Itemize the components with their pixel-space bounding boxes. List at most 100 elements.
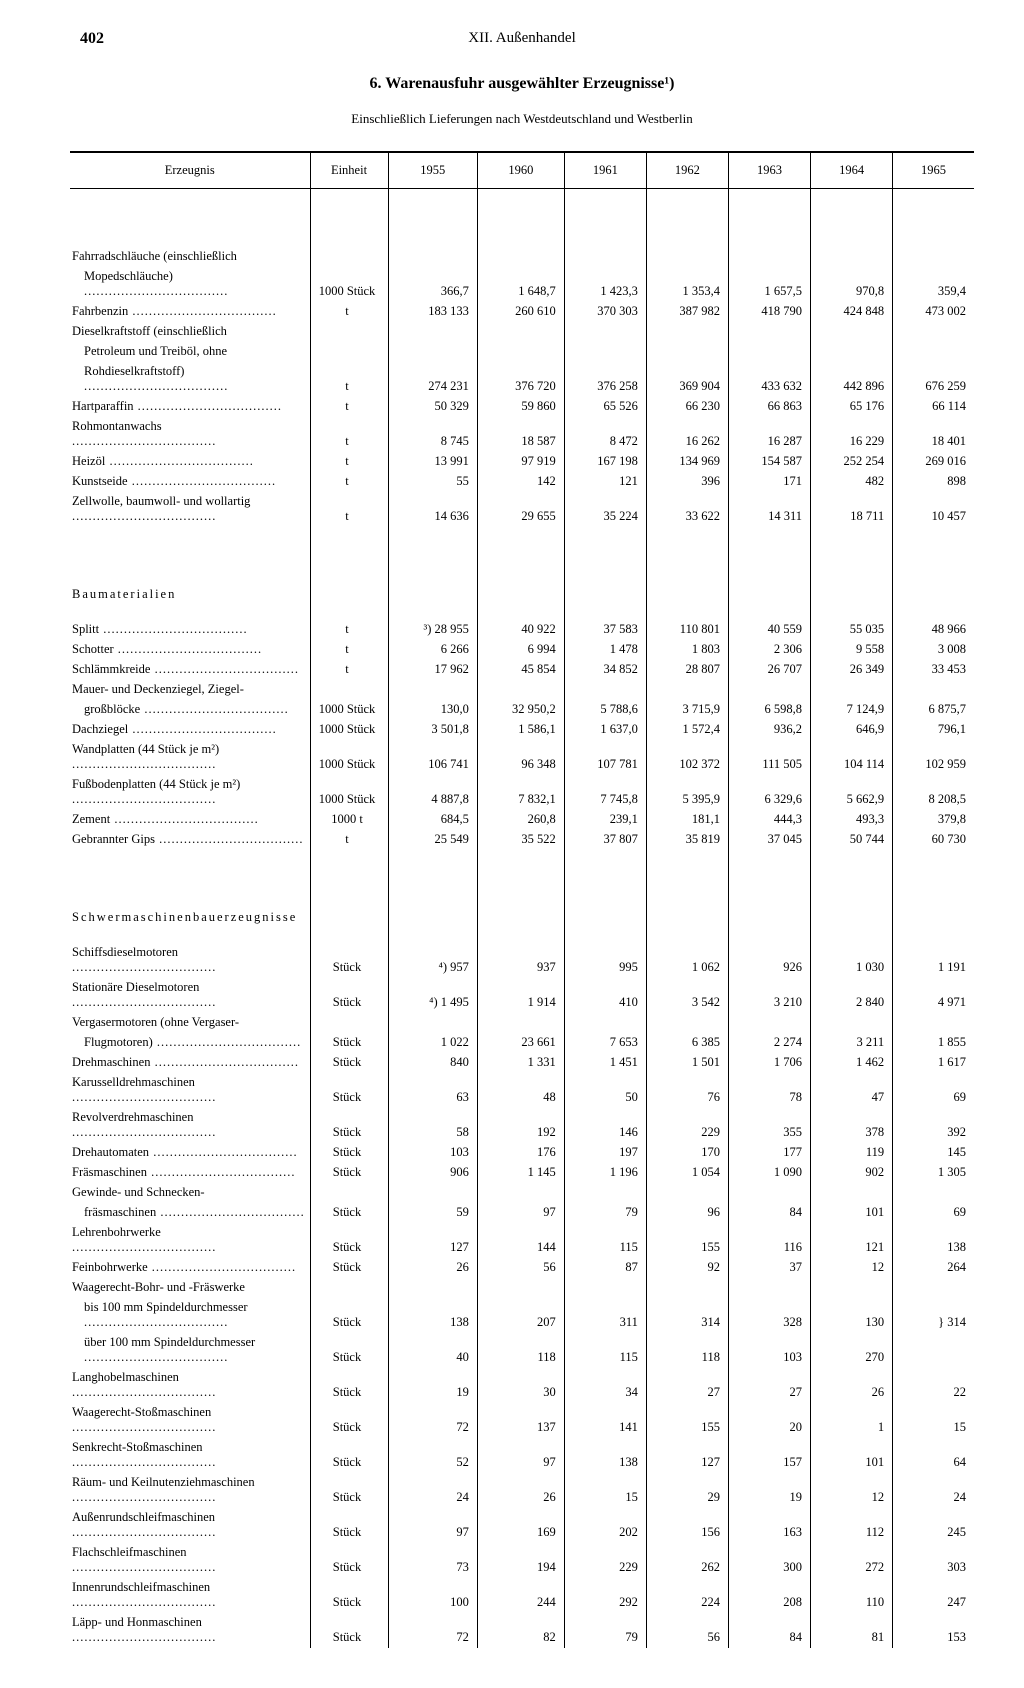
cell-value: 5 788,6 — [564, 700, 646, 720]
cell-empty — [893, 527, 974, 620]
table-row: LehrenbohrwerkeStück12714411515511612113… — [70, 1223, 974, 1258]
table-row: Schlämmkreidet17 96245 85434 85228 80726… — [70, 660, 974, 680]
cell-value: 177 — [728, 1143, 810, 1163]
cell-value: 392 — [893, 1108, 974, 1143]
cell-value: 274 231 — [388, 362, 477, 397]
table-row: Baumaterialien — [70, 527, 974, 620]
cell-value: 194 — [477, 1543, 564, 1578]
cell-unit: Stück — [310, 1508, 388, 1543]
cell-value — [477, 1183, 564, 1203]
cell-label: Petroleum und Treiböl, ohne — [70, 342, 310, 362]
cell-value: 229 — [564, 1543, 646, 1578]
cell-label: Lehrenbohrwerke — [70, 1223, 310, 1258]
cell-value — [811, 1183, 893, 1203]
cell-label: Mopedschläuche) — [70, 267, 310, 302]
cell-value: 6 329,6 — [728, 775, 810, 810]
cell-value: 118 — [646, 1333, 728, 1368]
cell-value: 493,3 — [811, 810, 893, 830]
cell-unit: Stück — [310, 1143, 388, 1163]
cell-label: Schiffsdieselmotoren — [70, 943, 310, 978]
cell-value: ⁴) 957 — [388, 943, 477, 978]
cell-value: 292 — [564, 1578, 646, 1613]
cell-label: Langhobelmaschinen — [70, 1368, 310, 1403]
cell-value: 154 587 — [728, 452, 810, 472]
cell-value: 1 305 — [893, 1163, 974, 1183]
cell-value: 444,3 — [728, 810, 810, 830]
cell-value: 183 133 — [388, 302, 477, 322]
cell-value: 121 — [564, 472, 646, 492]
table-row: InnenrundschleifmaschinenStück1002442922… — [70, 1578, 974, 1613]
cell-value: 3 211 — [811, 1033, 893, 1053]
cell-value: 264 — [893, 1258, 974, 1278]
cell-value: 134 969 — [646, 452, 728, 472]
cell-label: Stationäre Dieselmotoren — [70, 978, 310, 1013]
cell-value: 103 — [728, 1333, 810, 1368]
table-row: Vergasermotoren (ohne Vergaser- — [70, 1013, 974, 1033]
cell-value: 97 — [477, 1203, 564, 1223]
cell-value: 376 258 — [564, 362, 646, 397]
cell-value: 370 303 — [564, 302, 646, 322]
cell-unit: Stück — [310, 978, 388, 1013]
cell-value: 378 — [811, 1108, 893, 1143]
cell-unit: 1000 Stück — [310, 740, 388, 775]
cell-label: Fräsmaschinen — [70, 1163, 310, 1183]
section-heading: Schwermaschinenbauerzeugnisse — [70, 850, 310, 943]
table-subtitle: Einschließlich Lieferungen nach Westdeut… — [70, 111, 974, 127]
cell-value: 1 572,4 — [646, 720, 728, 740]
cell-value — [893, 1183, 974, 1203]
cell-value: 252 254 — [811, 452, 893, 472]
cell-value: 37 — [728, 1258, 810, 1278]
cell-value: 6 266 — [388, 640, 477, 660]
table-row: Schottert6 2666 9941 4781 8032 3069 5583… — [70, 640, 974, 660]
cell-value — [477, 680, 564, 700]
cell-unit: Stück — [310, 1543, 388, 1578]
cell-value: 3 008 — [893, 640, 974, 660]
cell-value: 5 662,9 — [811, 775, 893, 810]
cell-value: 103 — [388, 1143, 477, 1163]
cell-value: 56 — [646, 1613, 728, 1648]
cell-empty — [646, 527, 728, 620]
cell-unit: t — [310, 830, 388, 850]
cell-unit: Stück — [310, 1613, 388, 1648]
data-table: Erzeugnis Einheit 1955 1960 1961 1962 19… — [70, 151, 974, 1648]
cell-value: 1 478 — [564, 640, 646, 660]
cell-value — [564, 342, 646, 362]
cell-value: 18 587 — [477, 417, 564, 452]
table-row: RevolverdrehmaschinenStück58192146229355… — [70, 1108, 974, 1143]
cell-value — [893, 189, 974, 267]
cell-unit: 1000 Stück — [310, 720, 388, 740]
cell-unit: t — [310, 362, 388, 397]
cell-value: 34 852 — [564, 660, 646, 680]
page-number: 402 — [80, 30, 104, 48]
cell-value: 311 — [564, 1298, 646, 1333]
cell-empty — [893, 850, 974, 943]
cell-value: 418 790 — [728, 302, 810, 322]
cell-value: 167 198 — [564, 452, 646, 472]
cell-unit: t — [310, 640, 388, 660]
cell-value: 1 451 — [564, 1053, 646, 1073]
cell-value: 35 224 — [564, 492, 646, 527]
table-row: FlachschleifmaschinenStück73194229262300… — [70, 1543, 974, 1578]
cell-value: 52 — [388, 1438, 477, 1473]
cell-value — [477, 1278, 564, 1298]
cell-value: 840 — [388, 1053, 477, 1073]
cell-value: 1 022 — [388, 1033, 477, 1053]
cell-value: 106 741 — [388, 740, 477, 775]
cell-value: 130,0 — [388, 700, 477, 720]
col-einheit: Einheit — [310, 152, 388, 189]
cell-label: Revolverdrehmaschinen — [70, 1108, 310, 1143]
cell-value: 26 707 — [728, 660, 810, 680]
cell-unit — [310, 1013, 388, 1033]
cell-value: ⁴) 1 495 — [388, 978, 477, 1013]
cell-value: 55 035 — [811, 620, 893, 640]
cell-value: 995 — [564, 943, 646, 978]
cell-value — [811, 1013, 893, 1033]
table-row: AußenrundschleifmaschinenStück9716920215… — [70, 1508, 974, 1543]
cell-unit: Stück — [310, 1368, 388, 1403]
cell-value: 366,7 — [388, 267, 477, 302]
cell-value: 4 971 — [893, 978, 974, 1013]
cell-value: 926 — [728, 943, 810, 978]
cell-value: 8 745 — [388, 417, 477, 452]
cell-value: 14 311 — [728, 492, 810, 527]
cell-value: 369 904 — [646, 362, 728, 397]
